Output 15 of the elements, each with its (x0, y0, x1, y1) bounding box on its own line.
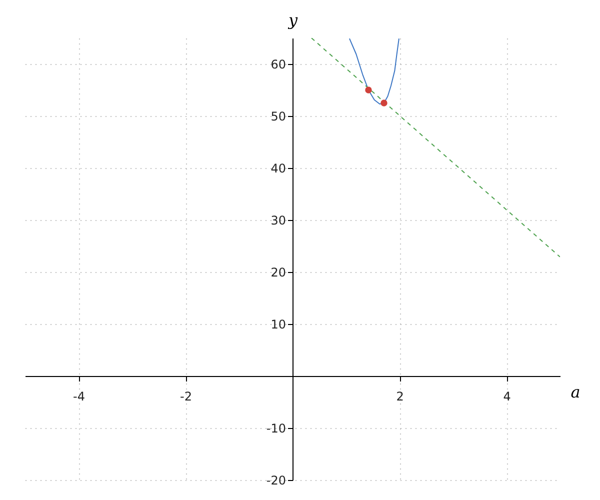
y-tick-label: 50 (270, 110, 286, 124)
x-tick-label: 2 (396, 390, 404, 404)
x-axis-title: a (570, 382, 580, 402)
y-tick-label: 30 (270, 214, 286, 228)
y-tick-label: 20 (270, 266, 286, 280)
x-tick-label: -2 (180, 390, 192, 404)
y-tick-label: -20 (266, 474, 286, 488)
y-tick-label: 40 (270, 162, 286, 176)
x-tick-label: -4 (73, 390, 85, 404)
y-tick-label: 60 (270, 58, 286, 72)
y-tick-label: -10 (266, 422, 286, 436)
line-series (348, 38, 400, 105)
y-axis-title: y (287, 10, 298, 30)
x-tick-label: 4 (503, 390, 511, 404)
y-tick-label: 10 (270, 318, 286, 332)
